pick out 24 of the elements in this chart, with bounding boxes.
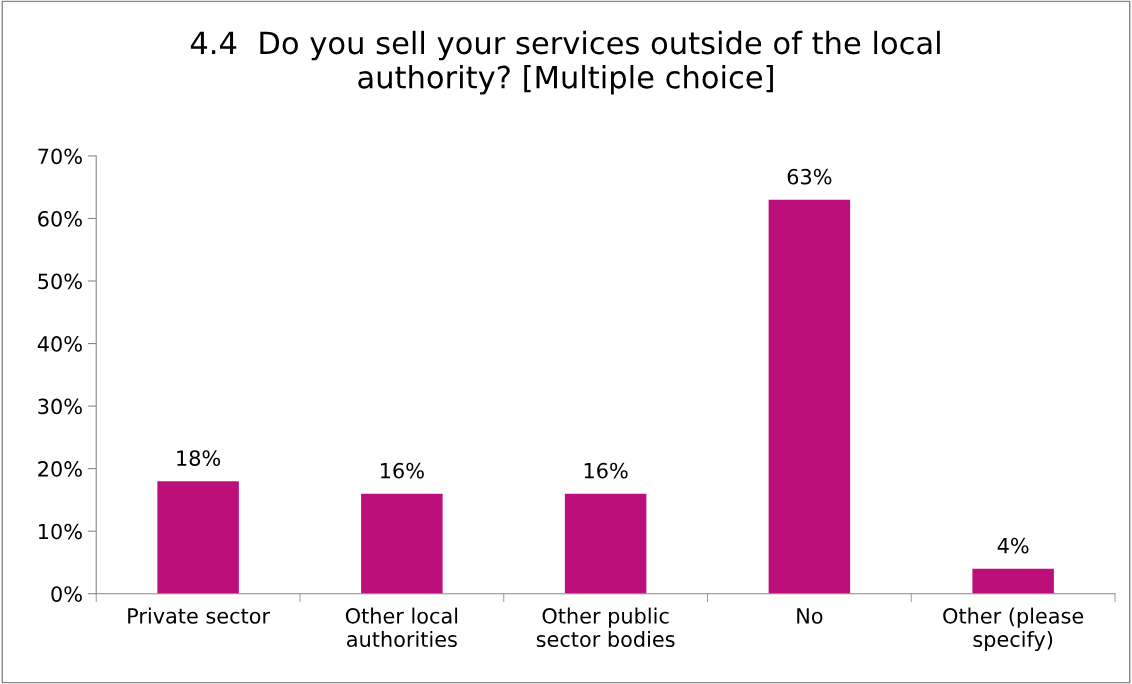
data-label: 16% bbox=[381, 462, 424, 479]
x-tick-label: Other local authorities bbox=[345, 607, 458, 648]
x-tick-label: Other (please specify) bbox=[943, 607, 1084, 652]
data-label: 63% bbox=[787, 168, 832, 185]
y-tick-label: 40% bbox=[37, 336, 82, 352]
x-tick-label: Other public sector bodies bbox=[536, 607, 675, 648]
x-tick-label: Private sector bbox=[128, 607, 271, 624]
y-tick-label: 20% bbox=[38, 461, 82, 477]
data-label: 16% bbox=[584, 462, 628, 479]
data-label: 18% bbox=[177, 450, 221, 466]
y-tick-label: 0% bbox=[51, 586, 82, 602]
bar bbox=[157, 481, 239, 594]
chart-title: 4.4 Do you sell your services outside of the local authority? [Multiple choice] bbox=[190, 30, 940, 95]
y-tick-label: 70% bbox=[38, 148, 82, 165]
data-label: 4% bbox=[997, 537, 1029, 554]
y-tick-label: 10% bbox=[39, 523, 82, 540]
y-tick-label: 50% bbox=[38, 273, 82, 290]
bar bbox=[361, 493, 443, 594]
bar bbox=[972, 568, 1054, 594]
y-tick-label: 30% bbox=[38, 398, 82, 415]
bar bbox=[564, 493, 647, 594]
y-tick-label: 60% bbox=[38, 210, 82, 227]
bar bbox=[768, 199, 851, 594]
x-tick-label: No bbox=[797, 608, 823, 624]
